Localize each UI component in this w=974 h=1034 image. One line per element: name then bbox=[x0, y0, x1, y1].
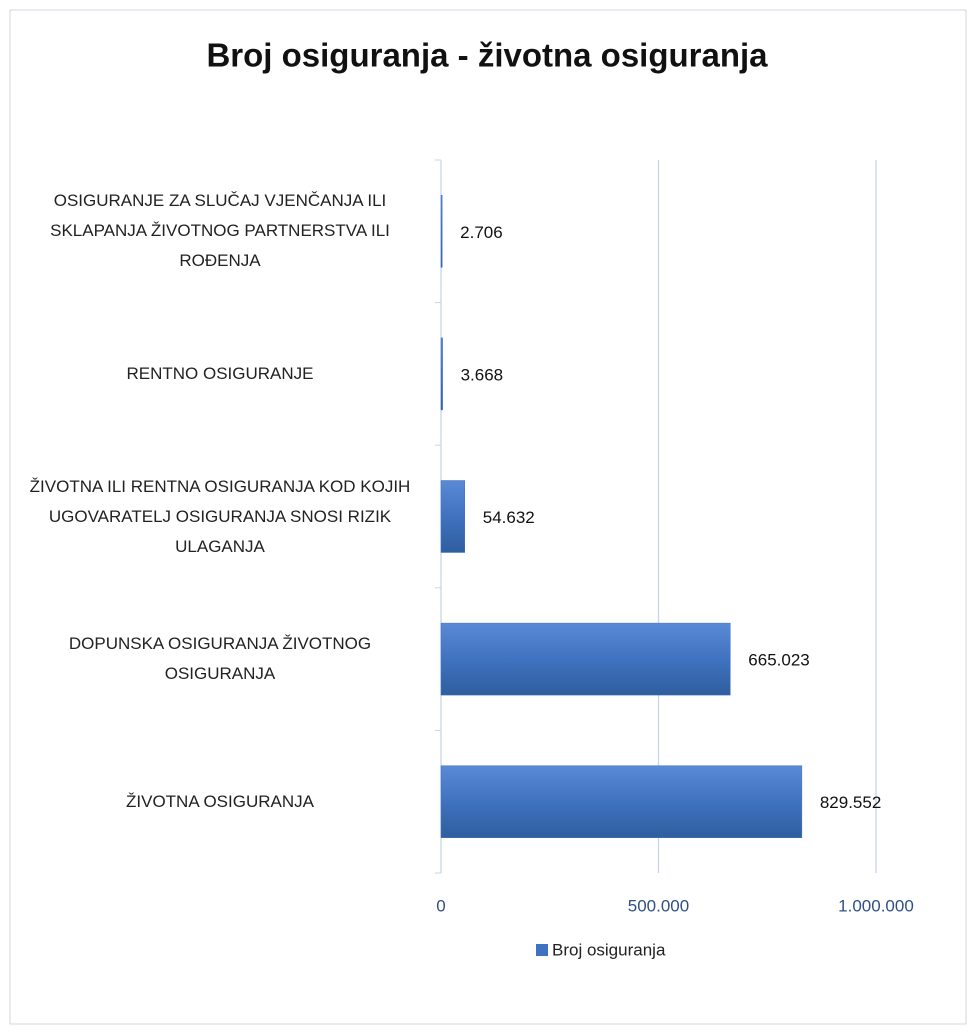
chart-title: Broj osiguranja - životna osiguranja bbox=[206, 37, 768, 74]
y-tick-label: OSIGURANJE ZA SLUČAJ VJENČANJA ILI SKLAP… bbox=[50, 191, 390, 271]
bar bbox=[440, 337, 443, 411]
x-tick-label: 1.000.000 bbox=[838, 896, 914, 915]
y-tick-label: DOPUNSKA OSIGURANJA ŽIVOTNOG OSIGURANJA bbox=[68, 634, 372, 684]
legend-label: Broj osiguranja bbox=[552, 940, 666, 959]
legend-swatch bbox=[536, 944, 548, 956]
bar bbox=[440, 622, 731, 696]
y-tick-label: ŽIVOTNA OSIGURANJA bbox=[126, 791, 314, 811]
bar bbox=[440, 195, 443, 268]
data-label: 54.632 bbox=[483, 508, 535, 527]
data-label: 2.706 bbox=[460, 223, 503, 242]
y-tick-label: ŽIVOTNA ILI RENTNA OSIGURANJA KOD KOJIH … bbox=[29, 476, 411, 556]
x-tick-label: 0 bbox=[436, 896, 445, 915]
data-label: 665.023 bbox=[748, 651, 809, 670]
x-tick-label: 500.000 bbox=[628, 896, 689, 915]
y-tick-label: RENTNO OSIGURANJE bbox=[126, 363, 314, 383]
chart-border bbox=[9, 9, 967, 1025]
bar bbox=[440, 765, 803, 838]
bar bbox=[440, 480, 466, 553]
data-label: 829.552 bbox=[820, 793, 881, 812]
data-label: 3.668 bbox=[461, 365, 504, 384]
